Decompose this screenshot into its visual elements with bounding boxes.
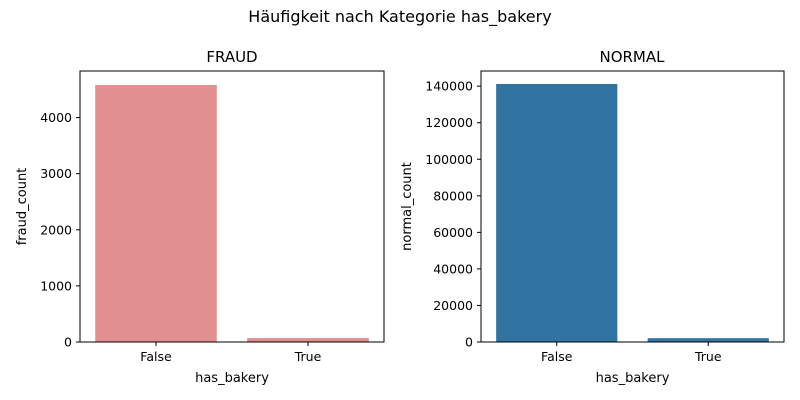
- panel-fraud: FRAUD 0 1000 2000 3000 4000 False True has_ba…: [15, 48, 385, 386]
- bars-fraud: [95, 85, 369, 342]
- panel-title: NORMAL: [599, 48, 665, 66]
- y-tick-label: 120000: [425, 115, 473, 130]
- figure-title: Häufigkeit nach Kategorie has_bakery: [248, 7, 551, 27]
- y-ticks-fraud: 0 1000 2000 3000 4000: [40, 110, 80, 350]
- y-axis-label: normal_count: [400, 162, 415, 251]
- y-tick-label: 80000: [433, 188, 473, 203]
- x-tick-label: True: [694, 349, 722, 364]
- y-ticks-normal: 0 20000 40000 60000 80000 100000 120000 140000: [425, 79, 481, 350]
- x-ticks-fraud: False True: [140, 342, 322, 364]
- y-tick-label: 2000: [40, 222, 72, 237]
- bars-normal: [496, 83, 769, 343]
- y-tick-label: 0: [64, 335, 72, 350]
- y-tick-label: 140000: [425, 79, 473, 94]
- y-tick-label: 40000: [433, 261, 473, 276]
- y-tick-label: 0: [465, 335, 473, 350]
- x-tick-label: False: [541, 349, 573, 364]
- axes-frame: [480, 70, 785, 343]
- y-tick-label: 1000: [40, 278, 72, 293]
- y-tick-label: 100000: [425, 152, 473, 167]
- bar-true: [247, 338, 369, 342]
- x-tick-label: True: [294, 349, 322, 364]
- x-tick-label: False: [140, 349, 172, 364]
- bar-false: [496, 83, 618, 343]
- y-tick-label: 20000: [433, 298, 473, 313]
- x-ticks-normal: False True: [541, 342, 722, 364]
- axes-frame: [79, 70, 385, 343]
- x-axis-label: has_bakery: [596, 371, 670, 386]
- bar-false: [95, 85, 217, 342]
- panel-normal: NORMAL 0 20000 40000 60000 80000 100000 120000…: [400, 48, 785, 386]
- y-tick-label: 60000: [433, 225, 473, 240]
- x-axis-label: has_bakery: [195, 371, 269, 386]
- bar-true: [647, 338, 769, 342]
- y-axis-label: fraud_count: [15, 168, 30, 246]
- y-tick-label: 4000: [40, 110, 72, 125]
- y-tick-label: 3000: [40, 166, 72, 181]
- panel-title: FRAUD: [206, 48, 257, 66]
